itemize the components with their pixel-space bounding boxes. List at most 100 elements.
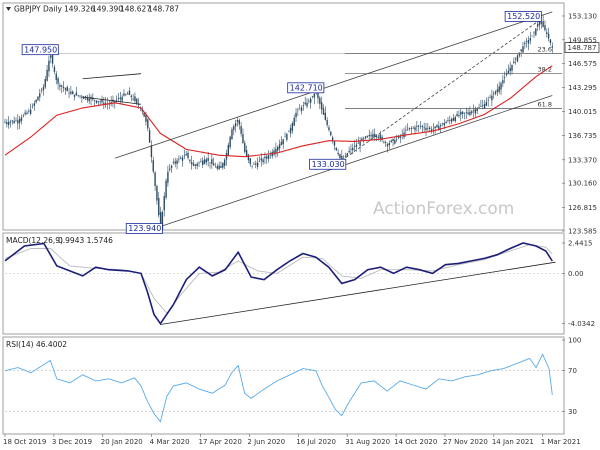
candle-body [46,69,48,81]
candle-body [194,164,197,166]
candle-body [110,101,112,103]
candle-body [189,159,191,162]
macd-trendline [160,261,556,325]
macd-y-axis: 2.4415 0.00 -4.0342 [562,239,595,328]
price-label-box [309,158,347,170]
rsi-line [4,353,553,423]
candle-body [260,158,262,161]
candle-body [6,122,8,125]
candle-body [84,96,87,98]
price-y-tick-label: 123.585 [568,228,597,236]
candle-body [460,111,462,115]
candle-body [264,156,266,159]
candle-body [99,101,101,103]
candle-body [284,136,286,138]
price-label-text: 152.520 [507,12,540,21]
candle-body [372,134,374,138]
candle-body [417,125,420,127]
triangle-lower-line [82,96,142,105]
price-y-tick-label: 153.130 [568,12,597,20]
candle-body [61,85,63,87]
candle-body [498,86,500,92]
price-y-tick-label: 143.295 [568,84,597,92]
candle-body [233,126,235,130]
channel-upper-line [114,11,553,159]
candle-body [346,153,348,157]
candle-body [253,164,255,165]
macd-series [4,242,562,326]
menu-triangle-icon[interactable] [6,7,11,11]
candle-body [397,136,400,138]
candle-body [520,49,522,52]
candle-body [251,165,253,167]
candle-body [93,100,96,101]
candle-body [483,103,486,109]
ohlc-low: 148.627 [120,5,151,14]
candle-body [22,115,25,117]
candle-body [88,98,90,102]
candle-body [502,80,504,84]
candle-body [476,108,478,111]
candle-body [361,138,363,141]
candle-body [540,22,543,24]
candle-body [119,97,122,100]
candle-body [432,129,435,130]
candle-body [458,115,460,117]
candle-body [273,150,275,155]
candle-body [123,93,125,96]
candle-body [154,172,156,186]
candle-body [344,156,347,157]
price-y-tick-label: 133.370 [568,156,597,164]
candle-body [185,153,187,156]
candle-body [66,87,68,92]
macd-line [4,242,553,326]
rsi-series [4,353,562,423]
candle-body [527,40,530,44]
candle-body [423,127,425,129]
candle-body [187,152,189,159]
candle-body [262,159,264,163]
ohlc-open: 149.326 [64,5,95,14]
candle-body [59,85,61,87]
x-tick-label: 14 Oct 2020 [394,438,437,446]
price-y-tick-label: 140.015 [568,108,597,116]
candle-body [348,150,350,153]
x-tick-label: 14 Jan 2021 [492,438,534,446]
price-y-tick-label: 130.160 [568,180,597,188]
candle-body [223,159,226,166]
candle-body [297,109,299,111]
x-tick-label: 1 Mar 2021 [541,438,581,446]
candle-body [337,152,339,155]
candle-body [225,153,228,160]
candle-body [51,53,54,64]
candle-body [317,91,319,99]
watermark: ActionForex.com [373,199,514,219]
candle-body [207,158,209,161]
candle-body [211,159,213,164]
candle-body [183,155,186,157]
candle-body [103,102,105,105]
candle-body [95,100,98,103]
candle-body [412,127,414,129]
price-panel-frame [2,2,565,231]
price-label-text: 147.950 [24,45,57,54]
candle-body [500,83,502,90]
candle-body [64,88,67,90]
x-tick-label: 17 Apr 2020 [199,438,242,446]
rsi-value: 46.4002 [36,340,67,349]
candle-body [505,74,508,76]
candle-body [72,91,74,95]
candle-body [192,163,195,166]
candle-body [491,95,493,101]
candle-body [469,111,471,116]
candle-body [355,144,358,147]
candle-body [81,96,83,98]
candle-body [68,92,70,94]
candle-body [535,28,537,36]
candle-body [33,103,35,106]
candle-body [551,46,553,48]
candle-body [125,94,127,96]
candle-body [394,139,396,144]
candle-body [443,123,445,126]
triangle-upper-line [82,73,142,80]
